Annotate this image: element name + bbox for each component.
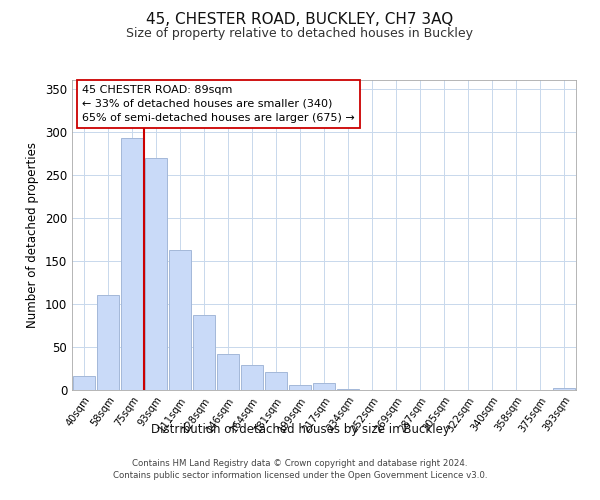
Bar	[217, 354, 239, 390]
Text: 45 CHESTER ROAD: 89sqm
← 33% of detached houses are smaller (340)
65% of semi-de: 45 CHESTER ROAD: 89sqm ← 33% of detached…	[82, 84, 355, 122]
Bar	[241, 365, 263, 390]
Bar	[313, 383, 335, 390]
Text: Contains HM Land Registry data © Crown copyright and database right 2024.: Contains HM Land Registry data © Crown c…	[132, 458, 468, 468]
Bar	[265, 372, 287, 390]
Y-axis label: Number of detached properties: Number of detached properties	[26, 142, 40, 328]
Bar	[145, 158, 167, 390]
Text: 45, CHESTER ROAD, BUCKLEY, CH7 3AQ: 45, CHESTER ROAD, BUCKLEY, CH7 3AQ	[146, 12, 454, 28]
Bar	[121, 138, 143, 390]
Bar	[169, 250, 191, 390]
Bar	[193, 315, 215, 390]
Text: Size of property relative to detached houses in Buckley: Size of property relative to detached ho…	[127, 28, 473, 40]
Bar	[337, 389, 359, 390]
Bar	[289, 385, 311, 390]
Bar	[73, 376, 95, 390]
Text: Distribution of detached houses by size in Buckley: Distribution of detached houses by size …	[151, 422, 449, 436]
Text: Contains public sector information licensed under the Open Government Licence v3: Contains public sector information licen…	[113, 471, 487, 480]
Bar	[97, 296, 119, 390]
Bar	[553, 388, 575, 390]
